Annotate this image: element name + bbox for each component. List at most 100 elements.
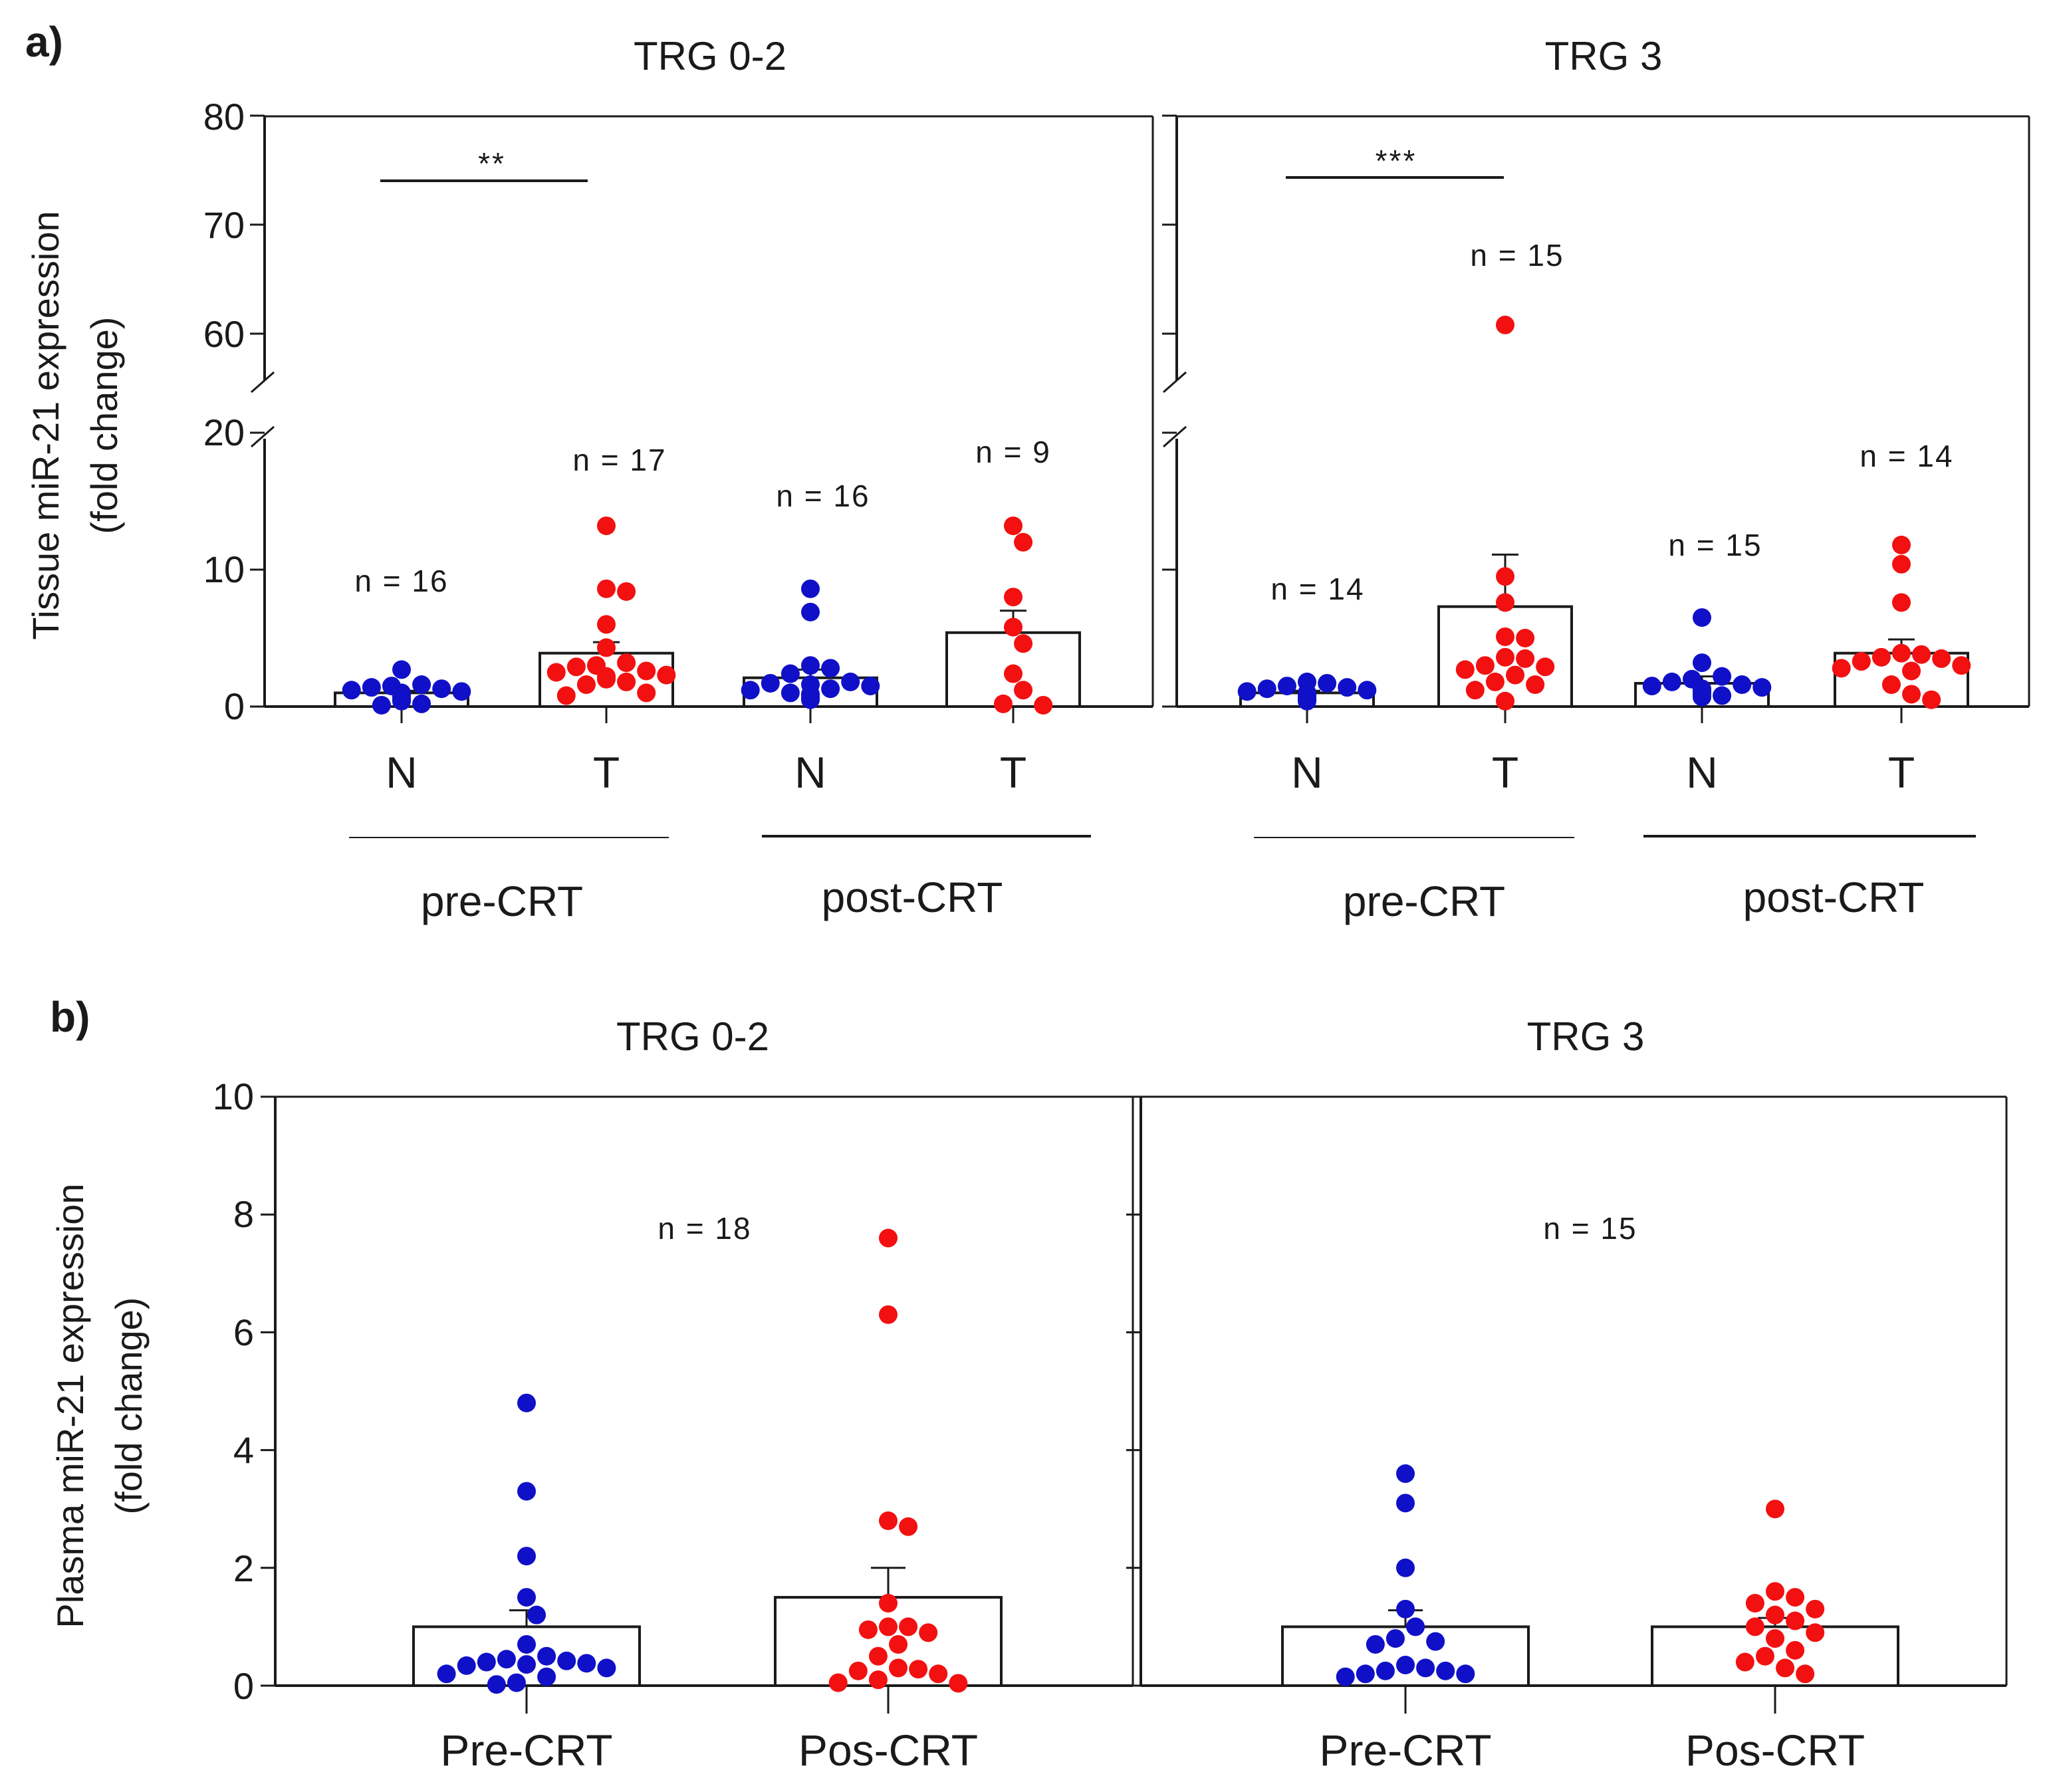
point-a-f1-g2-N-10: [821, 679, 840, 699]
point-a-f1-g1-N-1: [392, 660, 411, 679]
point-b-f2-Pre-CRT-13: [1356, 1664, 1375, 1684]
point-a-f1-g2-N-2: [801, 602, 820, 621]
point-a-f2-g1-T-10: [1455, 660, 1475, 679]
group-label-a-1: pre-CRT: [421, 877, 583, 925]
point-b-f2-Pre-CRT-4: [1396, 1599, 1415, 1619]
point-b-f2-Pos-CRT-14: [1776, 1658, 1795, 1678]
cat-a-8: T: [1888, 748, 1915, 797]
panel-b-facet2-n-label: n = 15: [1543, 1211, 1637, 1246]
point-a-f2-g2-T-14: [1922, 690, 1941, 709]
point-b-f2-Pos-CRT-6: [1766, 1605, 1784, 1624]
panel-b-y-ticklabels: 0 2 4 6 8 10: [213, 1075, 254, 1707]
panel-a-category-labels: N T N T N T N T: [386, 748, 1915, 797]
point-a-f1-g1-T-16: [637, 683, 656, 703]
point-b-f1-Pos-CRT-11: [868, 1646, 888, 1666]
point-a-f2-g2-T-6: [1871, 647, 1891, 667]
point-a-f1-g1-N-5: [432, 679, 451, 699]
point-a-f2-g1-T-12: [1485, 672, 1505, 691]
point-b-f1-Pos-CRT-4: [899, 1517, 918, 1536]
point-b-f1-Pos-CRT-2: [879, 1305, 898, 1324]
panel-a-ytick-70: 70: [203, 204, 245, 246]
point-a-f2-g1-N-7: [1237, 682, 1257, 701]
point-b-f2-Pos-CRT-13: [1735, 1652, 1754, 1672]
point-a-f2-g2-T-11: [1902, 661, 1921, 681]
point-b-f2-Pos-CRT-9: [1806, 1623, 1825, 1642]
point-a-f2-g2-N-14: [1713, 686, 1732, 705]
point-b-f2-Pos-CRT-1: [1766, 1500, 1784, 1519]
a-facet2-break-mark-2: [1163, 425, 1187, 448]
point-a-f1-g2-N-4: [821, 659, 840, 678]
point-a-f1-g2-N-12: [781, 683, 800, 703]
point-b-f1-Pre-CRT-9: [557, 1651, 576, 1670]
point-b-f2-Pre-CRT-12: [1436, 1661, 1455, 1680]
point-b-f1-Pre-CRT-2: [517, 1482, 536, 1501]
point-b-f2-Pre-CRT-8: [1366, 1634, 1385, 1654]
point-a-f1-g2-T-1: [1004, 516, 1023, 536]
point-a-f2-g2-N-8: [1752, 678, 1772, 697]
point-a-f2-g1-T-14: [1465, 681, 1485, 700]
point-b-f2-Pre-CRT-14: [1456, 1664, 1475, 1684]
point-b-f1-Pre-CRT-10: [477, 1652, 496, 1672]
point-b-f2-Pre-CRT-11: [1376, 1661, 1395, 1680]
point-a-f2-g2-T-2: [1892, 554, 1911, 574]
point-a-f2-g2-N-7: [1642, 677, 1661, 696]
point-a-f1-g1-T-14: [617, 672, 636, 691]
point-b-f2-Pos-CRT-5: [1806, 1599, 1825, 1619]
panel-a-ytick-0: 0: [224, 685, 245, 727]
point-b-f1-Pos-CRT-14: [848, 1661, 868, 1680]
point-b-f2-Pos-CRT-10: [1766, 1629, 1784, 1648]
panel-a-tag: a): [25, 18, 63, 66]
point-b-f2-Pre-CRT-10: [1416, 1658, 1435, 1678]
point-a-f1-g1-T-5: [597, 638, 616, 657]
point-b-f1-Pre-CRT-13: [457, 1656, 476, 1675]
panel-b-facet1-n-label: n = 18: [658, 1211, 751, 1246]
panel-a-ylabel: Tissue miR-21 expression (fold change): [25, 211, 125, 639]
point-a-f1-g1-N-15: [412, 694, 431, 713]
point-a-f1-g2-T-4: [1004, 617, 1023, 637]
n-label-a-5: n = 14: [1270, 572, 1364, 606]
n-label-a-7: n = 15: [1668, 528, 1762, 562]
point-a-f1-g2-N-9: [861, 677, 880, 696]
point-b-f2-Pre-CRT-5: [1406, 1617, 1425, 1636]
cat-a-3: N: [794, 748, 826, 797]
point-a-f2-g1-N-4: [1338, 678, 1357, 697]
point-a-f1-g1-T-9: [637, 661, 656, 681]
point-b-f1-Pos-CRT-3: [879, 1511, 898, 1530]
point-a-f2-g2-N-1: [1693, 608, 1711, 627]
point-a-f1-g2-N-5: [781, 664, 800, 683]
point-a-f2-g2-N-15: [1693, 687, 1711, 707]
panel-a-group-labels: pre-CRT post-CRT pre-CRT post-CRT: [421, 873, 1924, 925]
point-a-f1-g2-N-3: [801, 656, 820, 675]
n-label-a-4: n = 9: [975, 435, 1051, 469]
panel-b-ytick-0: 0: [233, 1665, 254, 1707]
cat-b-3: Pre-CRT: [1319, 1726, 1491, 1775]
panel-a-ytick-80: 80: [203, 96, 245, 138]
point-b-f2-Pos-CRT-2: [1766, 1582, 1784, 1601]
panel-b-ytick-10: 10: [213, 1075, 254, 1117]
point-b-f1-Pos-CRT-8: [858, 1620, 878, 1639]
point-b-f1-Pre-CRT-18: [487, 1675, 506, 1694]
panel-a-ytick-20: 20: [203, 411, 245, 453]
point-b-f1-Pre-CRT-4: [517, 1588, 536, 1607]
point-a-f2-g1-T-9: [1536, 657, 1555, 677]
point-a-f2-g2-T-5: [1912, 645, 1931, 664]
point-a-f1-g1-T-2: [597, 579, 616, 598]
point-a-f2-g1-T-11: [1506, 665, 1525, 685]
point-b-f1-Pos-CRT-16: [868, 1670, 888, 1690]
point-a-f1-g1-N-6: [342, 681, 361, 700]
point-a-f1-g2-T-6: [1004, 664, 1023, 683]
point-b-f2-Pos-CRT-12: [1755, 1646, 1774, 1666]
point-b-f1-Pre-CRT-6: [517, 1634, 536, 1654]
point-a-f1-g2-N-6: [841, 672, 860, 691]
panel-a-ytick-10: 10: [203, 548, 245, 590]
point-a-f1-g1-T-6: [617, 653, 636, 673]
cat-a-6: T: [1492, 748, 1518, 797]
point-a-f1-g1-N-7: [452, 682, 471, 701]
point-a-f2-g2-T-10: [1832, 659, 1851, 678]
point-a-f1-g1-T-10: [546, 663, 566, 682]
point-b-f1-Pos-CRT-10: [889, 1634, 908, 1654]
point-b-f1-Pos-CRT-12: [889, 1658, 908, 1678]
group-label-a-3: pre-CRT: [1343, 877, 1505, 925]
point-a-f1-g1-T-11: [657, 665, 676, 685]
n-label-a-6: n = 15: [1470, 238, 1564, 273]
